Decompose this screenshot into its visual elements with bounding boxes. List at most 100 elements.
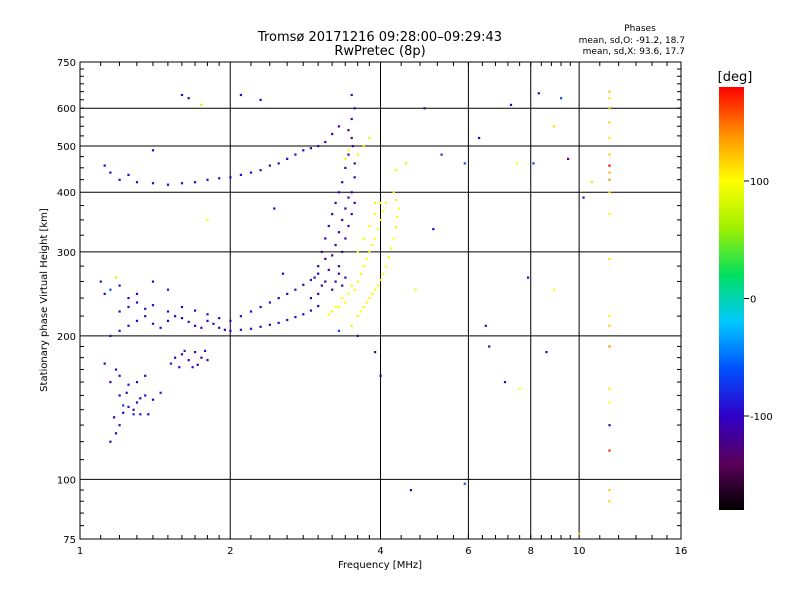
data-point [200,327,202,329]
data-point [197,364,199,366]
data-point [405,162,407,164]
data-point [464,483,466,485]
data-point [331,133,333,135]
data-point [126,392,128,394]
data-point [338,265,340,267]
data-point [167,184,169,186]
data-point [380,219,382,221]
data-point [188,97,190,99]
data-point [328,313,330,315]
data-point [344,158,346,160]
data-point [229,320,231,322]
data-point [374,351,376,353]
data-point [341,219,343,221]
plot-area [80,62,681,539]
data-point [357,335,359,337]
data-point [302,149,304,151]
data-point [331,310,333,312]
data-point [109,441,111,443]
data-point [224,329,226,331]
data-point [310,297,312,299]
data-point [567,158,569,160]
data-point [396,216,398,218]
data-point [136,181,138,183]
y-tick-label: 200 [57,332,76,343]
data-point [393,237,395,239]
data-point [608,107,610,109]
data-point [357,251,359,253]
data-point [608,179,610,181]
data-point [357,315,359,317]
data-point [317,305,319,307]
data-point [366,258,368,260]
data-point [152,149,154,151]
data-point [351,94,353,96]
data-point [608,388,610,390]
data-point [167,310,169,312]
data-point [136,401,138,403]
data-point [338,306,340,308]
data-point [139,413,141,415]
data-point [608,172,610,174]
data-point [109,335,111,337]
stats-line-o: mean, sd,O: -91.2, 18.7 [579,36,685,46]
data-point [363,306,365,308]
data-point [519,388,521,390]
data-point [229,176,231,178]
y-tick-label: 400 [57,188,76,199]
data-point [347,154,349,156]
data-point [127,325,129,327]
data-point [478,137,480,139]
data-point [194,351,196,353]
data-point [352,145,354,147]
data-point [127,406,129,408]
data-point [608,122,610,124]
data-point [317,293,319,295]
data-point [324,258,326,260]
data-point [516,162,518,164]
data-point [591,181,593,183]
data-point [119,330,121,332]
data-point [344,277,346,279]
data-point [218,327,220,329]
data-point [160,327,162,329]
data-point [338,231,340,233]
data-point [167,320,169,322]
data-point [136,381,138,383]
data-point [181,317,183,319]
data-point [188,359,190,361]
data-point [240,174,242,176]
data-point [338,330,340,332]
data-point [527,277,529,279]
data-point [553,289,555,291]
data-point [139,397,141,399]
data-point [104,363,106,365]
data-point [398,207,400,209]
data-point [109,172,111,174]
data-point [260,169,262,171]
data-point [344,207,346,209]
data-point [344,167,346,169]
data-point [368,297,370,299]
data-point [385,202,387,204]
data-point [286,293,288,295]
data-point [109,289,111,291]
data-point [488,345,490,347]
data-point [424,107,426,109]
y-tick-labels: 750 600 500 400 300 200 100 75 [57,58,76,546]
data-point [278,297,280,299]
data-point [354,289,356,291]
data-point [206,320,208,322]
data-point [608,137,610,139]
data-point [608,325,610,327]
data-point [382,273,384,275]
data-point [269,165,271,167]
stats-line-x: mean, sd,X: 93.6, 17.7 [583,47,685,57]
data-point [310,310,312,312]
data-point [338,273,340,275]
x-tick-labels: 1 2 4 6 8 10 16 [77,546,688,557]
data-point [310,147,312,149]
data-point [260,306,262,308]
stats-heading: Phases [624,24,656,34]
data-point [608,401,610,403]
